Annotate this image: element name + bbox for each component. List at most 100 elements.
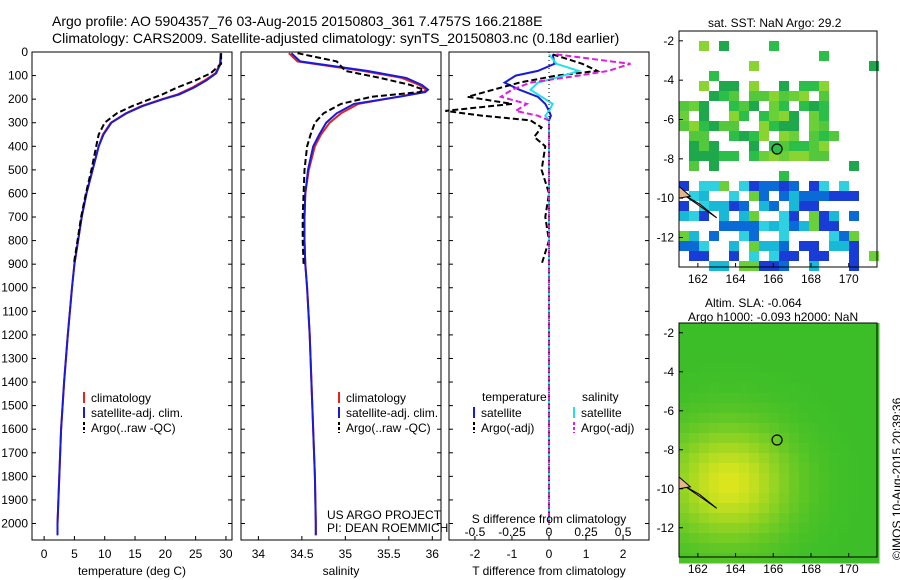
sla-cell (709, 373, 720, 384)
sst-cell (739, 221, 749, 231)
sla-cell (719, 323, 730, 334)
sst-cell (789, 91, 799, 101)
sla-cell (819, 333, 830, 344)
sla-cell (789, 543, 800, 554)
sst-cell (679, 111, 689, 121)
sla-cell (819, 413, 830, 424)
sla-cell (789, 503, 800, 514)
sla-cell (869, 433, 880, 444)
sla-cell (679, 393, 690, 404)
sla-cell (759, 523, 770, 534)
y-tick-label: 200 (8, 92, 28, 106)
sst-cell (829, 211, 839, 221)
sla-cell (859, 473, 870, 484)
sla-cell (689, 503, 700, 514)
sla-cell (799, 323, 810, 334)
sla-cell (849, 403, 860, 414)
sst-cell (709, 261, 719, 271)
sla-cell (859, 483, 870, 494)
sla-cell (709, 393, 720, 404)
sst-cell (689, 161, 699, 171)
series-line-salinity-satellite (528, 53, 582, 524)
sla-cell (789, 373, 800, 384)
sla-cell (759, 543, 770, 554)
series-line-satellite-adj-clim- (56, 53, 223, 536)
sla-cell (819, 383, 830, 394)
sla-cell (809, 383, 820, 394)
sla-cell (719, 493, 730, 504)
x-tick-label: 2 (620, 547, 627, 561)
sla-cell (729, 443, 740, 454)
sla-cell (799, 353, 810, 364)
sla-cell (709, 453, 720, 464)
sla-cell (869, 463, 880, 474)
sla-cell (709, 553, 720, 564)
sla-cell (709, 513, 720, 524)
sla-cell (819, 533, 830, 544)
sla-cell (869, 513, 880, 524)
sst-cell (769, 241, 779, 251)
sla-cell (799, 443, 810, 454)
sla-cell (799, 333, 810, 344)
sla-cell (859, 413, 870, 424)
sla-cell (699, 373, 710, 384)
sst-cell (709, 121, 719, 131)
series-line-temperature-satellite (502, 54, 556, 524)
sla-cell (739, 443, 750, 454)
sla-cell (849, 493, 860, 504)
sst-cell (789, 221, 799, 231)
sla-cell (709, 493, 720, 504)
sla-cell (779, 543, 790, 554)
sst-cell (779, 121, 789, 131)
sla-cell (799, 343, 810, 354)
sla-cell (809, 473, 820, 484)
sla-cell (859, 553, 870, 564)
sla-cell (729, 413, 740, 424)
sla-cell (759, 433, 770, 444)
sla-cell (859, 453, 870, 464)
sla-cell (769, 543, 780, 554)
sla-cell (689, 363, 700, 374)
x-axis-label: temperature (deg C) (78, 564, 186, 578)
sla-cell (819, 493, 830, 504)
sla-cell (779, 343, 790, 354)
sla-cell (869, 533, 880, 544)
sla-cell (869, 373, 880, 384)
sla-cell (799, 453, 810, 464)
sla-cell (729, 323, 740, 334)
sst-cell (749, 151, 759, 161)
sst-cell (739, 111, 749, 121)
sst-cell (809, 101, 819, 111)
sla-cell (829, 443, 840, 454)
sst-cell (759, 91, 769, 101)
sla-cell (739, 403, 750, 414)
sst-cell (729, 101, 739, 111)
sla-cell (679, 523, 690, 534)
legend-label: Argo(-adj) (581, 421, 634, 435)
sst-cell (729, 111, 739, 121)
sla-cell (769, 333, 780, 344)
sst-cell (689, 241, 699, 251)
sla-cell (819, 543, 830, 554)
sla-cell (809, 413, 820, 424)
sla-cell (699, 553, 710, 564)
series-line-argo-raw-qc- (72, 53, 223, 265)
sla-cell (769, 393, 780, 404)
sla-cell (789, 533, 800, 544)
sla-cell (799, 363, 810, 374)
sla-cell (739, 383, 750, 394)
sla-cell (709, 323, 720, 334)
sla-cell (869, 413, 880, 424)
sla-cell (839, 423, 850, 434)
sla-cell (869, 483, 880, 494)
x-tick-label: 36 (426, 547, 440, 561)
sla-cell (829, 553, 840, 564)
y-tick-label: 300 (8, 116, 28, 130)
y-tick-label: 1600 (1, 422, 28, 436)
map-y-tick-label: -2 (663, 34, 674, 48)
sla-cell (689, 423, 700, 434)
sst-cell (689, 251, 699, 261)
x-tick-label: -2 (470, 547, 481, 561)
sla-cell (779, 463, 790, 474)
sla-cell (849, 383, 860, 394)
